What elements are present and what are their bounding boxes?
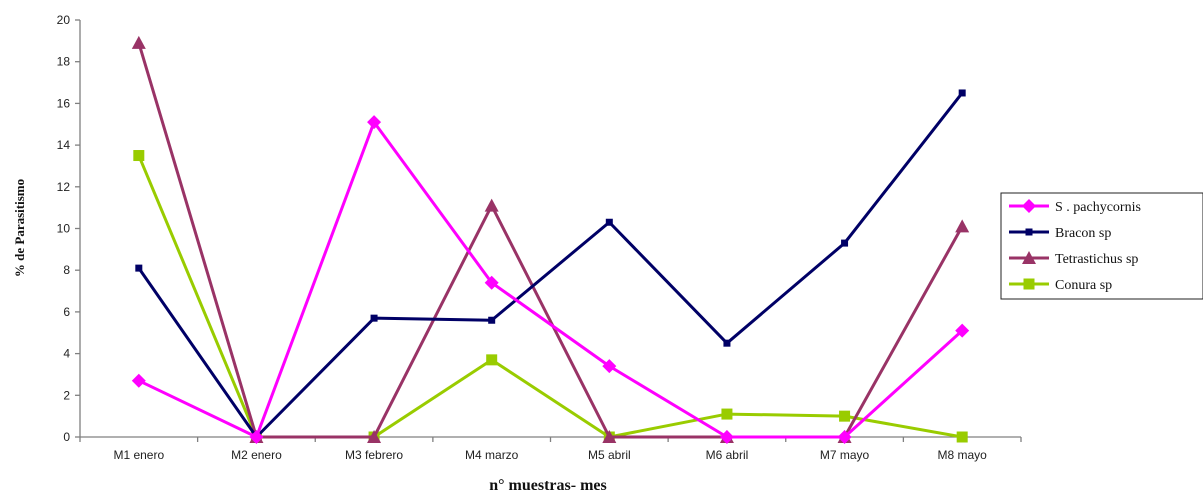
y-tick-label: 16 — [57, 96, 71, 110]
data-point — [955, 323, 970, 338]
data-point — [488, 316, 496, 324]
legend-entry: Tetrastichus sp — [1009, 251, 1138, 267]
series-0 — [131, 115, 970, 444]
y-tick-label: 0 — [63, 430, 70, 444]
legend-swatch-marker — [1022, 251, 1036, 264]
series-1 — [135, 89, 966, 441]
data-point — [723, 339, 731, 347]
y-ticks: 0 2 4 6 8 10 12 14 16 18 20 — [57, 13, 80, 444]
x-tick-label: M5 abril — [588, 448, 631, 462]
series-2 — [131, 35, 970, 443]
x-tick-label: M2 enero — [231, 448, 282, 462]
data-point — [958, 89, 966, 97]
legend-swatch-marker — [1023, 278, 1035, 290]
series-line — [137, 92, 964, 439]
legend-box — [1000, 192, 1203, 300]
y-tick-label: 2 — [63, 388, 70, 402]
legend-label: Bracon sp — [1055, 226, 1111, 241]
data-point — [135, 264, 143, 272]
data-point — [367, 115, 382, 130]
data-point — [367, 430, 382, 443]
y-tick-label: 10 — [57, 222, 71, 236]
series-line — [137, 42, 964, 439]
x-tick-label: M7 mayo — [820, 448, 870, 462]
series-layer — [131, 35, 970, 444]
y-tick-label: 8 — [63, 263, 70, 277]
data-point — [602, 430, 617, 443]
data-point — [484, 198, 499, 212]
data-point — [484, 275, 499, 290]
x-ticks: M1 enero M2 enero M3 febrero M4 marzo M5 abr… — [79, 437, 1022, 462]
y-tick-label: 12 — [57, 180, 71, 194]
data-point — [605, 218, 613, 226]
legend-entry: Conura sp — [1009, 278, 1112, 293]
data-point — [837, 430, 852, 444]
data-point — [133, 150, 145, 162]
legend-swatch-marker — [1022, 199, 1036, 213]
x-tick-label: M3 febrero — [345, 448, 403, 462]
legend: S . pachycornis Bracon sp Tetrastichus sp C… — [1000, 192, 1203, 300]
legend-entry: S . pachycornis — [1009, 199, 1141, 215]
data-point — [131, 373, 146, 388]
x-tick-label: M1 enero — [113, 448, 164, 462]
y-tick-label: 20 — [57, 13, 71, 27]
data-point — [841, 239, 849, 247]
x-tick-label: M6 abril — [706, 448, 749, 462]
series-line — [138, 120, 964, 439]
data-point — [721, 408, 733, 420]
series-line — [137, 154, 963, 439]
legend-swatch-marker — [1025, 228, 1033, 236]
legend-label: Conura sp — [1055, 278, 1112, 293]
data-point — [131, 35, 146, 49]
legend-entry: Bracon sp — [1009, 226, 1111, 241]
x-tick-label: M8 mayo — [938, 448, 988, 462]
data-point — [249, 430, 264, 444]
series-3 — [133, 150, 968, 443]
data-point — [839, 410, 851, 422]
data-point — [956, 431, 968, 443]
data-point — [486, 354, 498, 366]
y-axis-title: % de Parasitismo — [12, 179, 27, 277]
y-tick-label: 14 — [57, 138, 71, 152]
legend-label: S . pachycornis — [1055, 200, 1141, 215]
legend-label: Tetrastichus sp — [1055, 252, 1138, 267]
x-axis-title: n° muestras- mes — [489, 477, 607, 494]
y-tick-label: 6 — [63, 305, 70, 319]
y-tick-label: 4 — [63, 347, 70, 361]
y-tick-label: 18 — [57, 55, 71, 69]
data-point — [719, 430, 734, 444]
data-point — [955, 219, 970, 233]
x-tick-label: M4 marzo — [465, 448, 519, 462]
data-point — [602, 359, 617, 374]
data-point — [370, 314, 378, 322]
